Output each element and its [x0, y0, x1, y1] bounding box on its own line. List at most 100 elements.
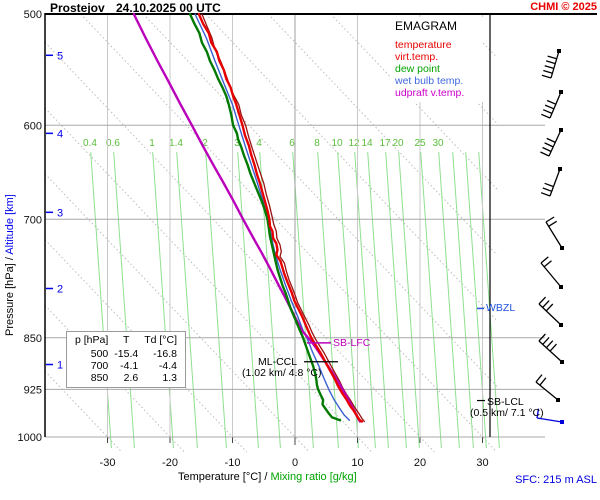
- legend-item-udpraft-v-temp: udpraft v.temp.: [395, 87, 465, 99]
- pressure-tick-label: 1000: [18, 432, 42, 444]
- temp-tick-label: 0: [292, 457, 298, 469]
- copyright-label: CHMI © 2025: [530, 1, 597, 13]
- temp-tick-label: -20: [162, 457, 178, 469]
- wind-barb: [545, 216, 564, 250]
- pressure-grid: [45, 124, 545, 438]
- wind-barb: [538, 333, 564, 364]
- legend-items: temperature virt.temp. dew point wet bulb t…: [395, 39, 483, 99]
- level-marker-lines: [304, 307, 485, 402]
- mixing-ratio-label: 17: [379, 138, 391, 149]
- pressure-tick-label: 850: [24, 333, 42, 345]
- altitude-tick-label: 4: [57, 128, 63, 140]
- wind-barb: [536, 408, 564, 424]
- yaxis-separator: /: [4, 254, 16, 264]
- yaxis-label: Pressure [hPa] / Altitude [km]: [4, 194, 16, 336]
- legend-item-temperature: temperature: [395, 39, 452, 51]
- mixing-ratio-label: 6: [289, 138, 295, 149]
- udpraft-v-temp-curve: [132, 12, 362, 423]
- table-header: p [hPa]: [75, 334, 109, 346]
- temp-tick-label: 10: [351, 457, 363, 469]
- wind-barb-column: [535, 49, 564, 424]
- temp-tick-label: 20: [414, 457, 426, 469]
- mixing-ratio-label: 14: [361, 138, 373, 149]
- temperature-curve: [197, 12, 364, 423]
- table-cell: -15.4: [114, 348, 139, 360]
- sb-lcl-marker-label: SB-LCL: [487, 396, 524, 408]
- xaxis-separator: /: [261, 471, 271, 483]
- wind-barb: [540, 256, 563, 289]
- sb-lfc-marker-label: SB-LFC: [333, 337, 371, 349]
- wind-barb: [540, 128, 563, 157]
- table-cell: 700: [90, 360, 109, 372]
- altitude-ticks: 5 4 3 2 1: [46, 50, 63, 372]
- sounding-data-table: p [hPa] T Td [°C] 500 -15.4 -16.8 700 -4.1 -4.4 8…: [66, 331, 187, 388]
- mixing-ratio-label: 30: [432, 138, 444, 149]
- temp-tick-label: 30: [476, 457, 488, 469]
- mixing-ratio-label: 20: [392, 138, 404, 149]
- table-cell: 500: [90, 348, 109, 360]
- table-cell: -4.4: [158, 360, 178, 372]
- wind-barb: [541, 90, 563, 119]
- wet-bulb-temp-curve: [194, 13, 351, 421]
- table-header: Td [°C]: [144, 334, 178, 346]
- mixing-ratio-label: 10: [331, 138, 343, 149]
- pressure-tick-label: 500: [24, 9, 42, 21]
- legend-title: EMAGRAM: [395, 19, 458, 33]
- wind-barb: [541, 49, 561, 79]
- wind-barb: [540, 167, 562, 197]
- legend: EMAGRAM temperature virt.temp. dew point we…: [391, 17, 483, 102]
- virt-temp-curve: [201, 13, 366, 423]
- mixing-ratio-label: 3: [234, 138, 240, 149]
- mixing-ratio-label: 1: [149, 138, 155, 149]
- temp-unit-label: Temperature [°C]: [178, 471, 262, 483]
- mixing-ratio-label: 0.6: [106, 138, 120, 149]
- station-title: Prostejov: [50, 1, 105, 15]
- temp-tick-label: -30: [100, 457, 116, 469]
- pressure-tick-label: 700: [24, 214, 42, 226]
- table-cell: 1.3: [162, 372, 178, 384]
- mixing-ratio-lines: 0.4 0.6 1 1.4 2 3 4 6 8 10 12 14 17 20 25 30: [83, 138, 500, 449]
- wind-barb: [538, 296, 563, 327]
- mixing-ratio-label: 4: [256, 138, 262, 149]
- mixing-unit-label: Mixing ratio [g/kg]: [270, 471, 357, 483]
- wind-barb: [535, 374, 560, 402]
- pressure-tick-labels: 500 600 700 850 925 1000: [18, 9, 42, 444]
- temp-tick-labels: -30 -20 -10 0 10 20 30: [100, 457, 489, 469]
- table-header: T: [123, 334, 130, 346]
- table-cell: -4.1: [120, 360, 139, 372]
- table-row: 700 -4.1 -4.4: [72, 360, 180, 372]
- pressure-tick-label: 600: [24, 120, 42, 132]
- altitude-tick-label: 5: [57, 50, 63, 62]
- temp-tick-label: -10: [225, 457, 241, 469]
- table-row: 500 -15.4 -16.8: [72, 348, 180, 360]
- table-row: 850 2.6 1.3: [72, 372, 180, 384]
- pressure-tick-label: 925: [24, 384, 42, 396]
- sfc-elevation-label: SFC: 215 m ASL: [515, 474, 597, 486]
- mixing-ratio-label: 12: [348, 138, 360, 149]
- plot-border: [44, 13, 597, 437]
- mixing-ratio-label: 2: [202, 138, 208, 149]
- ml-ccl-marker-detail: (1.02 km/ 4.8 °C): [242, 367, 322, 379]
- altitude-tick-label: 1: [57, 360, 63, 372]
- legend-item-virt-temp: virt.temp.: [395, 51, 439, 63]
- xaxis-title: Temperature [°C] / Mixing ratio [g/kg]: [178, 471, 357, 483]
- pressure-axis-unit: Pressure [hPa]: [4, 263, 16, 336]
- table-cell: 2.6: [123, 372, 139, 384]
- mixing-ratio-label: 1.4: [169, 138, 183, 149]
- altitude-axis-unit: Altitude [km]: [4, 194, 16, 255]
- datetime-title: 24.10.2025 00 UTC: [116, 1, 221, 15]
- legend-item-wet-bulb-temp: wet bulb temp.: [395, 75, 464, 87]
- wbzl-marker-label: WBZL: [486, 302, 516, 314]
- altitude-tick-label: 3: [57, 207, 63, 219]
- mixing-ratio-label: 8: [314, 138, 320, 149]
- legend-item-dew-point: dew point: [395, 63, 440, 75]
- mixing-ratio-label: 0.4: [83, 138, 97, 149]
- altitude-tick-label: 2: [57, 284, 63, 296]
- dew-point-curve: [188, 12, 342, 422]
- ml-ccl-marker-label: ML-CCL: [258, 356, 298, 368]
- table-cell: -16.8: [153, 348, 178, 360]
- table-cell: 850: [90, 372, 109, 384]
- sounding-curves: [132, 12, 366, 423]
